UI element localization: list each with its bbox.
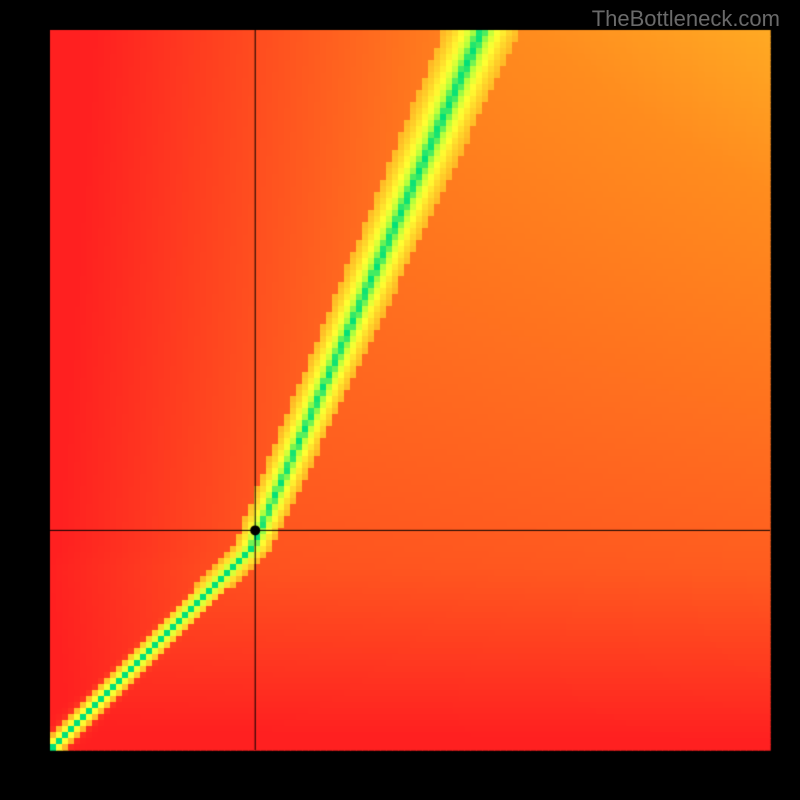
chart-container: TheBottleneck.com (0, 0, 800, 800)
watermark-text: TheBottleneck.com (592, 6, 780, 32)
heatmap-canvas (0, 0, 800, 800)
